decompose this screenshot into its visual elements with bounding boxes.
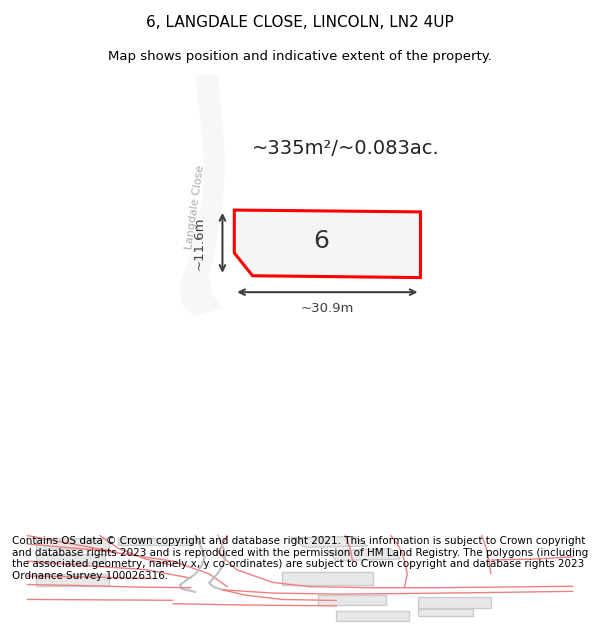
Text: ~11.6m: ~11.6m bbox=[193, 216, 206, 269]
Polygon shape bbox=[234, 210, 421, 278]
Polygon shape bbox=[418, 609, 473, 616]
Text: 6, LANGDALE CLOSE, LINCOLN, LN2 4UP: 6, LANGDALE CLOSE, LINCOLN, LN2 4UP bbox=[146, 15, 454, 30]
Polygon shape bbox=[291, 537, 368, 548]
Text: Map shows position and indicative extent of the property.: Map shows position and indicative extent… bbox=[108, 50, 492, 62]
Polygon shape bbox=[337, 611, 409, 621]
Polygon shape bbox=[418, 598, 491, 608]
Polygon shape bbox=[118, 538, 191, 545]
Text: Contains OS data © Crown copyright and database right 2021. This information is : Contains OS data © Crown copyright and d… bbox=[12, 536, 588, 581]
Polygon shape bbox=[327, 549, 400, 561]
Polygon shape bbox=[318, 595, 386, 605]
Polygon shape bbox=[37, 554, 104, 563]
Polygon shape bbox=[37, 574, 109, 586]
Text: Langdale Close: Langdale Close bbox=[184, 164, 206, 250]
Polygon shape bbox=[179, 75, 225, 317]
Text: 6: 6 bbox=[314, 229, 329, 253]
Polygon shape bbox=[37, 538, 109, 549]
Text: ~335m²/~0.083ac.: ~335m²/~0.083ac. bbox=[252, 139, 439, 158]
Polygon shape bbox=[282, 572, 373, 584]
Text: ~30.9m: ~30.9m bbox=[301, 302, 354, 315]
